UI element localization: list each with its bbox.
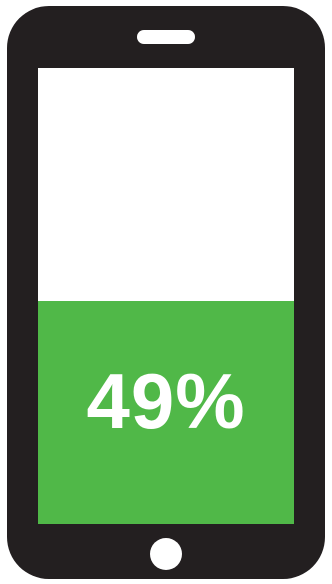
speaker-icon [137,30,195,44]
phone-screen: 49% [38,68,294,524]
home-button-icon [150,538,182,570]
battery-level-fill [38,300,294,524]
phone-body: 49% [7,6,325,579]
battery-percent-label: 49% [86,357,246,445]
